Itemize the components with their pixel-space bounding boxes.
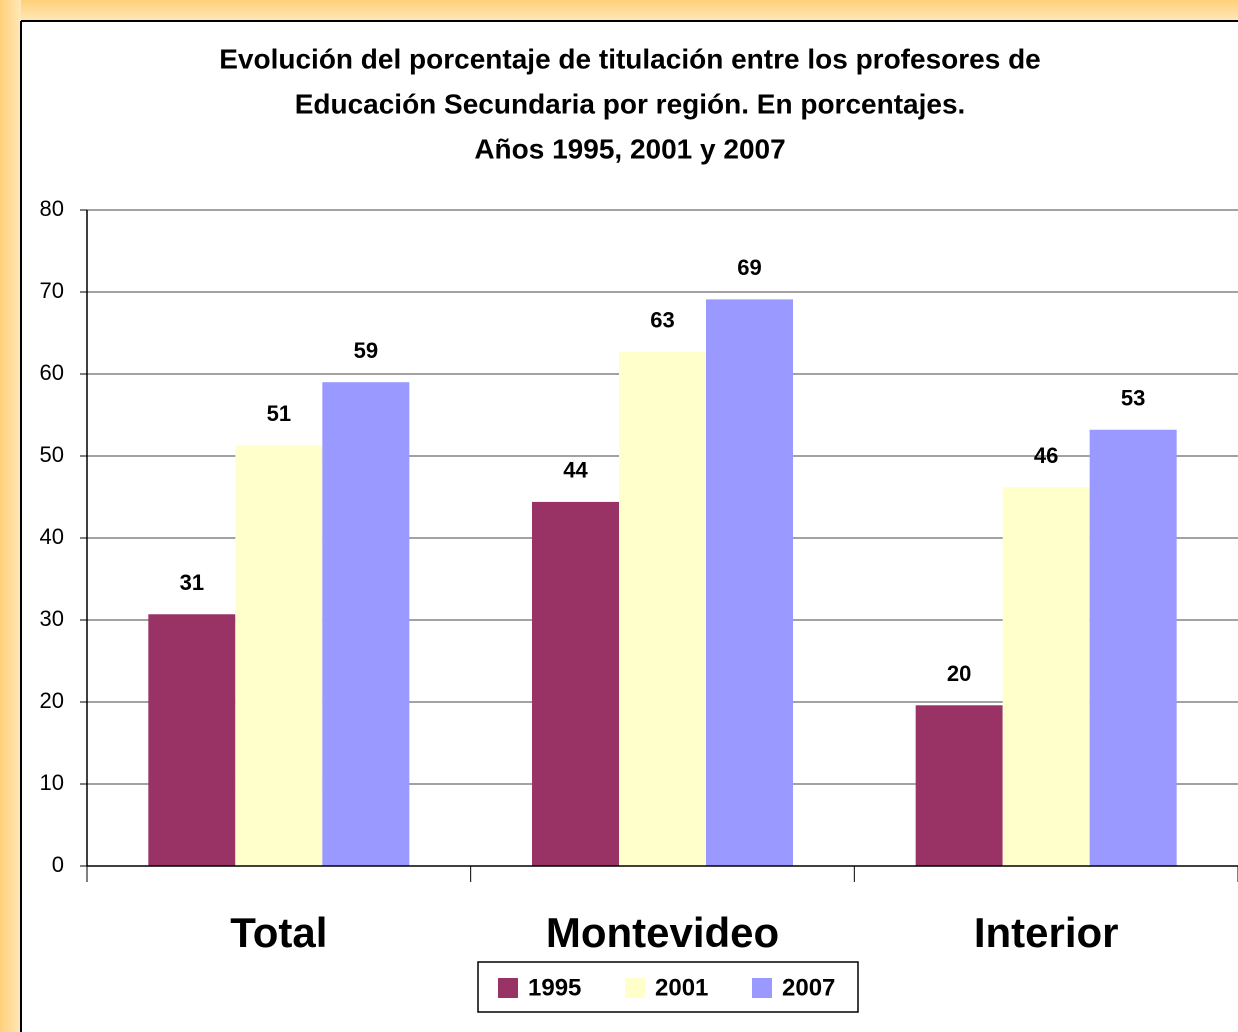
bar: [148, 614, 236, 866]
bar: [1089, 429, 1177, 866]
bar: [619, 351, 706, 866]
bar: [706, 299, 793, 866]
bar: [235, 445, 323, 866]
bar: [532, 501, 619, 866]
value-label: 59: [354, 338, 378, 363]
value-label: 31: [180, 570, 204, 595]
value-label: 20: [947, 661, 971, 686]
chart-title: Educación Secundaria por región. En porc…: [295, 88, 966, 119]
y-tick-label: 70: [40, 278, 64, 303]
frame-top: [0, 0, 1238, 21]
value-label: 69: [737, 255, 761, 280]
legend-swatch: [498, 978, 518, 998]
bar: [915, 705, 1003, 866]
y-tick-label: 0: [52, 852, 64, 877]
legend-label: 2007: [782, 974, 835, 1001]
legend-label: 2001: [655, 974, 708, 1001]
value-label: 53: [1121, 386, 1145, 411]
y-tick-label: 50: [40, 442, 64, 467]
chart-title: Evolución del porcentaje de titulación e…: [219, 43, 1041, 74]
y-tick-label: 60: [40, 360, 64, 385]
y-tick-label: 10: [40, 770, 64, 795]
legend-swatch: [625, 978, 645, 998]
bar: [1002, 487, 1090, 866]
value-label: 46: [1034, 443, 1058, 468]
chart-title: Años 1995, 2001 y 2007: [474, 133, 785, 164]
x-tick-label: Total: [230, 909, 327, 956]
y-tick-label: 30: [40, 606, 64, 631]
value-label: 63: [650, 308, 674, 333]
y-tick-label: 80: [40, 196, 64, 221]
frame-left: [0, 0, 21, 1032]
value-label: 44: [563, 458, 588, 483]
y-tick-label: 40: [40, 524, 64, 549]
y-tick-label: 20: [40, 688, 64, 713]
legend-label: 1995: [528, 974, 581, 1001]
bar: [322, 382, 410, 866]
value-label: 51: [267, 401, 291, 426]
legend-swatch: [752, 978, 772, 998]
legend-box: [477, 961, 859, 1013]
x-tick-label: Montevideo: [546, 909, 779, 956]
x-tick-label: Interior: [974, 909, 1119, 956]
